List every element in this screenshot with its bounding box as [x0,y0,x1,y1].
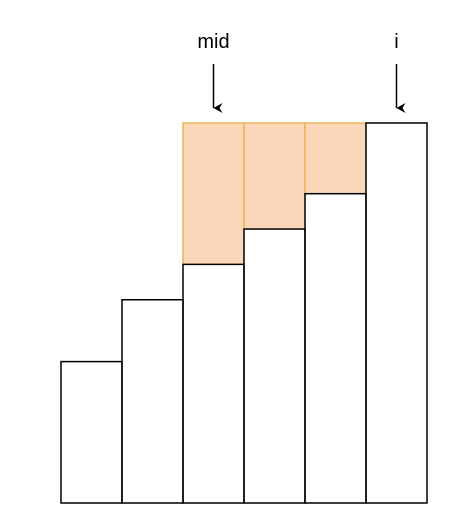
bar-3 [243,228,306,504]
pointer-label-mid: mid [197,31,229,53]
water-fill-4 [304,122,367,195]
bar-5 [365,122,428,504]
pointer-layer: mid i [197,31,406,113]
water-fill-2 [182,122,245,265]
bar-layer [60,122,428,504]
bar-0 [60,360,123,504]
water-fill-3 [243,122,306,230]
pointer-label-i: i [394,31,398,53]
bar-2 [182,263,245,504]
bar-4 [304,192,367,504]
water-fill-layer [182,122,367,265]
bar-1 [121,298,184,504]
